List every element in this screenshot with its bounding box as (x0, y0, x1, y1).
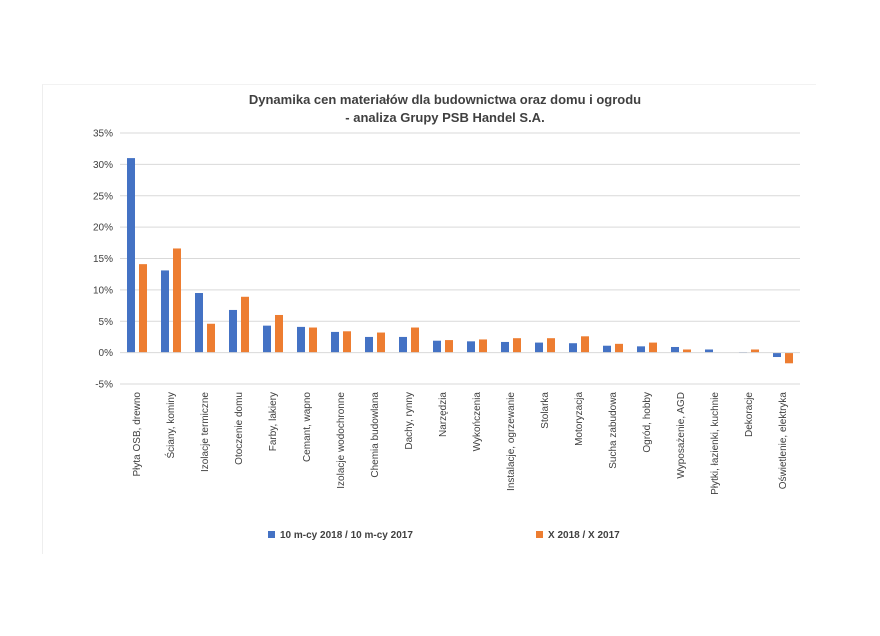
bar-series1 (365, 336, 373, 353)
bar-series1 (127, 158, 135, 353)
bar-series2 (207, 323, 215, 353)
x-category-label: Płyta OSB, drewno (132, 392, 143, 477)
x-category-label: Sucha zabudowa (608, 392, 619, 469)
x-category-label: Otoczenie domu (234, 392, 245, 465)
bar-series2 (445, 340, 453, 353)
bar-series1 (161, 270, 169, 353)
bar-series1 (637, 346, 645, 353)
bar-series1 (705, 349, 713, 353)
x-category-label: Farby, lakiery (268, 392, 279, 451)
bar-series1 (671, 346, 679, 353)
y-tick-label: 10% (93, 285, 113, 296)
y-tick-label: 0% (99, 348, 114, 359)
x-category-label: Motoryzacja (574, 392, 585, 446)
gridlines (120, 132, 800, 385)
bar-series1 (399, 336, 407, 353)
bar-series1 (501, 341, 509, 353)
bar-series2 (547, 338, 555, 353)
bars (127, 158, 793, 364)
y-tick-label: 20% (93, 223, 113, 234)
legend-label: 10 m-cy 2018 / 10 m-cy 2017 (280, 530, 413, 541)
y-tick-label: 35% (93, 129, 113, 140)
bar-series2 (479, 339, 487, 353)
y-tick-label: -5% (95, 380, 113, 391)
chart-title: Dynamika cen materiałów dla budownictwa … (249, 92, 641, 107)
x-category-label: Oświetlenie, elektryka (778, 392, 789, 490)
x-category-label: Dekoracje (744, 392, 755, 437)
y-axis-ticks: 35% 30% 25% 20% 15% 10% 5% 0% -5% (93, 129, 113, 391)
bar-series1 (535, 342, 543, 353)
x-category-label: Płytki, łazienki, kuchnie (710, 392, 721, 495)
y-tick-label: 30% (93, 160, 113, 171)
bar-series2 (309, 327, 317, 353)
x-category-label: Ściany, kominy (164, 392, 177, 459)
bar-series2 (581, 336, 589, 353)
legend-swatch (536, 531, 543, 538)
x-axis-labels: Płyta OSB, drewno Ściany, kominy Izolacje … (132, 392, 789, 495)
bar-series2 (241, 296, 249, 353)
x-category-label: Izolacje termiczne (200, 392, 211, 472)
bar-series2 (649, 342, 657, 353)
bar-series1 (263, 325, 271, 353)
bar-series1 (433, 340, 441, 353)
x-category-label: Wyposażenie, AGD (676, 392, 687, 479)
bar-series2 (751, 349, 759, 353)
bar-series2 (411, 327, 419, 353)
y-tick-label: 5% (99, 317, 114, 328)
chart-frame (42, 84, 816, 554)
bar-series2 (683, 349, 691, 353)
chart-subtitle: - analiza Grupy PSB Handel S.A. (345, 110, 544, 125)
x-category-label: Stolarka (540, 392, 551, 429)
legend: 10 m-cy 2018 / 10 m-cy 2017 X 2018 / X 20… (268, 530, 620, 541)
bar-series1 (773, 352, 781, 358)
bar-series2 (173, 248, 181, 353)
bar-series1 (467, 341, 475, 353)
x-category-label: Chemia budowlana (370, 392, 381, 478)
bar-series2 (513, 338, 521, 353)
y-tick-label: 25% (93, 191, 113, 202)
bar-series1 (569, 343, 577, 353)
bar-series1 (297, 326, 305, 353)
bar-series1 (229, 309, 237, 353)
legend-label: X 2018 / X 2017 (548, 530, 620, 541)
x-category-label: Izolacje wodochronne (336, 392, 347, 489)
bar-series2 (615, 343, 623, 353)
bar-series2 (377, 332, 385, 353)
bar-series2 (343, 331, 351, 353)
x-category-label: Instalacje, ogrzewanie (506, 392, 517, 491)
legend-swatch (268, 531, 275, 538)
bar-series1 (195, 293, 203, 353)
x-category-label: Cemant, wapno (302, 392, 313, 462)
bar-series2 (139, 264, 147, 353)
x-category-label: Wykończenia (472, 392, 483, 452)
bar-series1 (603, 345, 611, 353)
bar-series1 (331, 331, 339, 353)
x-category-label: Narzędzia (438, 392, 449, 437)
y-tick-label: 15% (93, 254, 113, 265)
x-category-label: Ogród, hobby (642, 392, 653, 453)
bar-series2 (275, 314, 283, 353)
bar-series2 (785, 352, 793, 364)
x-category-label: Dachy, rynny (404, 392, 415, 450)
